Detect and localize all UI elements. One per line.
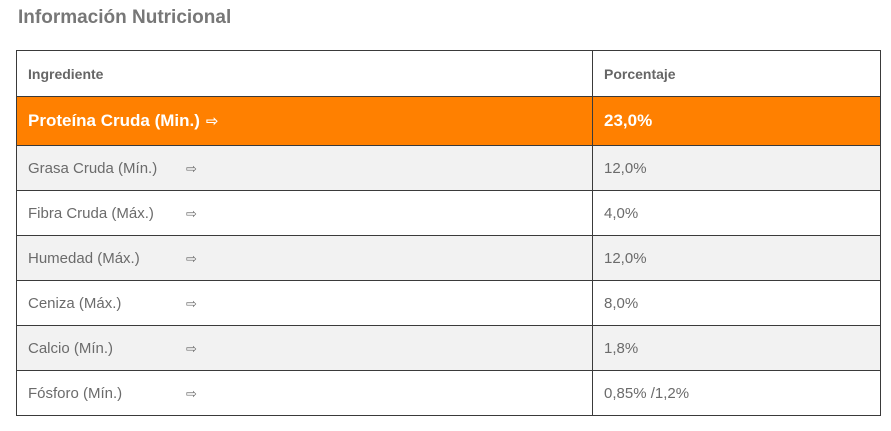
ingredient-name: Calcio (Mín.) [28,339,114,357]
header-percentage: Porcentaje [592,50,881,97]
arrow-right-icon: ⇨ [186,296,197,312]
percentage-cell: 4,0% [592,190,881,236]
ingredient-cell: Ceniza (Máx.) ⇨ [16,280,593,326]
table-row: Calcio (Mín.) ⇨ 1,8% [16,325,881,371]
ingredient-cell: Humedad (Máx.) ⇨ [16,235,593,281]
ingredient-name: Ceniza (Máx.) [28,294,122,312]
ingredient-cell: Grasa Cruda (Mín.) ⇨ [16,145,593,191]
arrow-right-icon: ⇨ [186,251,197,267]
ingredient-name: Proteína Cruda (Min.) [28,111,200,130]
arrow-right-icon: ⇨ [186,341,197,357]
percentage-cell: 0,85% /1,2% [592,370,881,416]
table-row: Ceniza (Máx.) ⇨ 8,0% [16,280,881,326]
ingredient-cell: Fibra Cruda (Máx.) ⇨ [16,190,593,236]
percentage-cell: 1,8% [592,325,881,371]
ingredient-name: Humedad (Máx.) [28,249,140,267]
ingredient-cell: Fósforo (Mín.) ⇨ [16,370,593,416]
percentage-cell: 12,0% [592,235,881,281]
table-row-protein: Proteína Cruda (Min.) ⇨ 23,0% [16,96,881,146]
arrow-right-icon: ⇨ [186,161,197,177]
table-row: Fibra Cruda (Máx.) ⇨ 4,0% [16,190,881,236]
nutrition-table: Ingrediente Porcentaje Proteína Cruda (M… [16,50,881,416]
table-row: Grasa Cruda (Mín.) ⇨ 12,0% [16,145,881,191]
arrow-right-icon: ⇨ [186,386,197,402]
table-header-row: Ingrediente Porcentaje [16,50,881,97]
arrow-right-icon: ⇨ [205,112,219,130]
ingredient-name: Fósforo (Mín.) [28,384,123,402]
table-row: Humedad (Máx.) ⇨ 12,0% [16,235,881,281]
table-row: Fósforo (Mín.) ⇨ 0,85% /1,2% [16,370,881,416]
ingredient-name: Fibra Cruda (Máx.) [28,204,154,222]
percentage-cell: 12,0% [592,145,881,191]
percentage-cell: 23,0% [592,96,881,146]
ingredient-cell: Calcio (Mín.) ⇨ [16,325,593,371]
percentage-cell: 8,0% [592,280,881,326]
arrow-right-icon: ⇨ [186,206,197,222]
ingredient-cell: Proteína Cruda (Min.) ⇨ [16,96,593,146]
section-title: Información Nutricional [18,7,232,28]
ingredient-name: Grasa Cruda (Mín.) [28,159,158,177]
header-ingredient: Ingrediente [16,50,593,97]
